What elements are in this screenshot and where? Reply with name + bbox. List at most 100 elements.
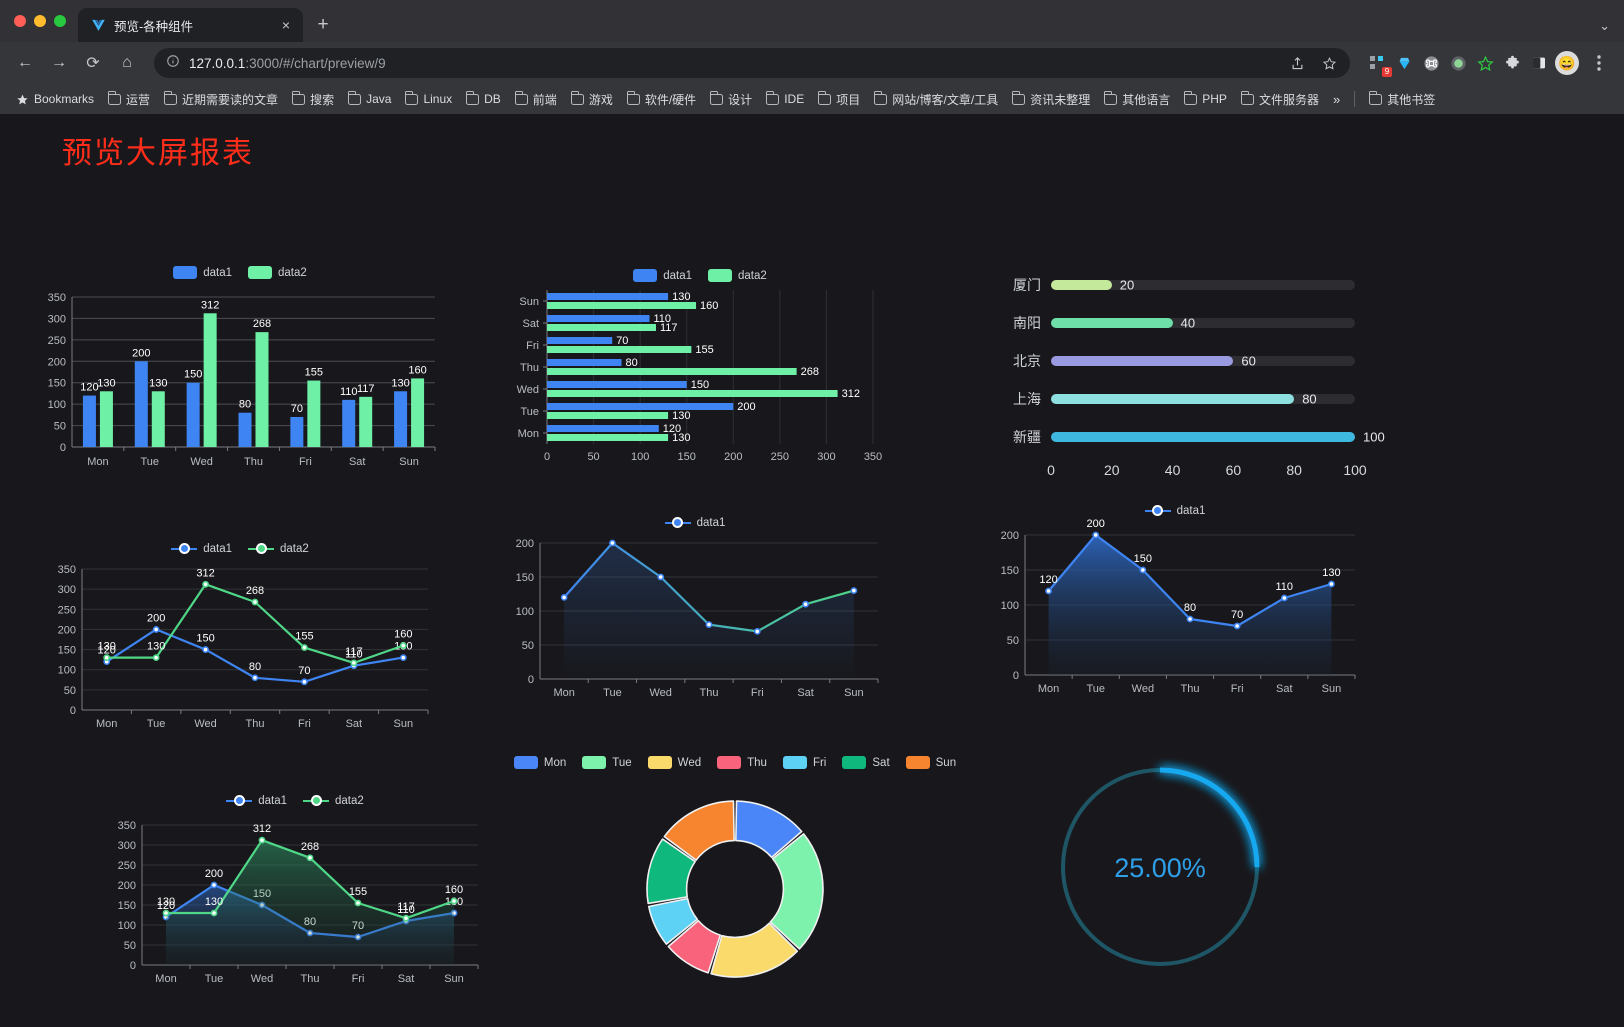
pie-slice[interactable] — [646, 838, 696, 905]
bar[interactable] — [359, 396, 373, 447]
maximize-window-button[interactable] — [54, 15, 66, 27]
legend-item-data2[interactable]: data2 — [248, 542, 309, 555]
bookmark-folder-10[interactable]: IDE — [760, 89, 810, 109]
bar[interactable] — [547, 337, 613, 344]
data-point[interactable] — [1186, 615, 1194, 623]
data-point[interactable] — [306, 854, 314, 862]
bar[interactable] — [547, 302, 697, 309]
bar[interactable] — [547, 324, 656, 331]
legend-item-data1[interactable]: data1 — [1145, 504, 1205, 517]
legend-item-data2[interactable]: data2 — [248, 266, 307, 279]
bar[interactable] — [547, 359, 622, 366]
bar[interactable] — [342, 399, 356, 447]
pie-slice[interactable] — [710, 922, 799, 978]
bar[interactable] — [547, 368, 797, 375]
bar[interactable] — [186, 382, 200, 447]
legend-item-sun[interactable]: Sun — [905, 756, 956, 769]
bookmark-folder-13[interactable]: 资讯未整理 — [1006, 88, 1096, 111]
data-point[interactable] — [450, 897, 458, 905]
other-bookmarks-folder[interactable]: 其他书签 — [1363, 88, 1441, 111]
bar[interactable] — [547, 403, 734, 410]
bookmarks-overflow-button[interactable]: » — [1332, 91, 1341, 107]
bar[interactable] — [238, 412, 252, 447]
bar[interactable] — [547, 425, 659, 432]
bookmark-folder-5[interactable]: DB — [460, 89, 507, 109]
extensions-grid-icon[interactable]: 9 — [1366, 52, 1392, 77]
data-point[interactable] — [152, 626, 160, 633]
data-point[interactable] — [609, 539, 616, 547]
data-point[interactable] — [301, 678, 308, 686]
data-point[interactable] — [103, 654, 111, 662]
data-point[interactable] — [251, 674, 259, 682]
bookmark-folder-7[interactable]: 游戏 — [565, 88, 619, 111]
bar[interactable] — [307, 380, 321, 447]
legend-item-data2[interactable]: data2 — [303, 794, 364, 807]
pie-slice[interactable] — [769, 833, 824, 950]
data-point[interactable] — [1328, 580, 1335, 588]
progress-track[interactable]: 100 — [1051, 430, 1385, 445]
reload-button[interactable]: ⟳ — [86, 55, 100, 72]
bar[interactable] — [547, 390, 838, 397]
data-point[interactable] — [301, 644, 308, 651]
bookmark-folder-8[interactable]: 软件/硬件 — [621, 88, 702, 111]
green-circle-icon[interactable] — [1447, 52, 1469, 74]
data-point[interactable] — [1139, 566, 1147, 574]
puzzle-icon[interactable] — [1501, 52, 1523, 74]
data-point[interactable] — [753, 628, 761, 635]
data-point[interactable] — [354, 899, 362, 907]
bookmark-folder-4[interactable]: Linux — [399, 89, 458, 109]
legend-item-data1[interactable]: data1 — [173, 266, 232, 279]
bookmark-folder-2[interactable]: 搜索 — [286, 88, 340, 111]
legend-item-mon[interactable]: Mon — [513, 756, 566, 769]
data-point[interactable] — [657, 573, 665, 581]
bar[interactable] — [411, 378, 425, 447]
bar[interactable] — [290, 417, 304, 447]
data-point[interactable] — [850, 587, 858, 594]
info-circle-icon[interactable] — [166, 54, 180, 73]
minimize-window-button[interactable] — [34, 15, 46, 27]
bar[interactable] — [134, 361, 148, 447]
bookmark-folder-11[interactable]: 项目 — [812, 88, 866, 111]
data-point[interactable] — [162, 909, 170, 917]
bookmark-folder-1[interactable]: 近期需要读的文章 — [158, 88, 284, 111]
browser-tab[interactable]: 预览-各种组件 × — [78, 8, 303, 42]
legend-item-fri[interactable]: Fri — [782, 756, 826, 769]
bookmark-folder-0[interactable]: 运营 — [102, 88, 156, 111]
bar[interactable] — [203, 313, 217, 447]
data-point[interactable] — [202, 646, 209, 653]
bookmark-folder-16[interactable]: 文件服务器 — [1235, 88, 1325, 111]
bar[interactable] — [547, 434, 669, 441]
close-window-button[interactable] — [14, 15, 26, 27]
home-button[interactable]: ⌂ — [122, 54, 132, 71]
bookmark-folder-3[interactable]: Java — [342, 89, 397, 109]
pie-slice[interactable] — [663, 800, 735, 861]
diamond-icon[interactable] — [1393, 52, 1415, 74]
bar[interactable] — [547, 346, 692, 353]
data-point[interactable] — [1233, 622, 1241, 630]
new-tab-button[interactable]: + — [317, 14, 329, 35]
progress-track[interactable]: 60 — [1051, 354, 1355, 369]
bar[interactable] — [547, 412, 669, 419]
forward-button[interactable]: → — [51, 54, 67, 71]
bar[interactable] — [547, 381, 687, 388]
legend-item-tue[interactable]: Tue — [582, 756, 632, 769]
profile-avatar[interactable]: 😄 — [1555, 51, 1579, 75]
chevron-down-icon[interactable]: ⌄ — [1599, 18, 1610, 33]
legend-item-data1[interactable]: data1 — [665, 516, 725, 529]
bar[interactable] — [99, 391, 113, 447]
legend-item-sat[interactable]: Sat — [842, 756, 890, 769]
close-tab-button[interactable]: × — [281, 17, 291, 33]
data-point[interactable] — [1045, 587, 1052, 595]
legend-item-thu[interactable]: Thu — [717, 756, 767, 769]
data-point[interactable] — [210, 881, 218, 889]
data-point[interactable] — [705, 621, 713, 628]
bookmark-folder-12[interactable]: 网站/博客/文章/工具 — [868, 88, 1004, 111]
command-icon[interactable] — [1420, 52, 1442, 74]
data-point[interactable] — [802, 600, 809, 608]
bar[interactable] — [394, 391, 408, 447]
data-point[interactable] — [350, 659, 358, 667]
legend-item-data1[interactable]: data1 — [171, 542, 232, 555]
kebab-menu-icon[interactable] — [1584, 48, 1614, 78]
bar[interactable] — [255, 332, 269, 447]
back-button[interactable]: ← — [17, 54, 33, 71]
